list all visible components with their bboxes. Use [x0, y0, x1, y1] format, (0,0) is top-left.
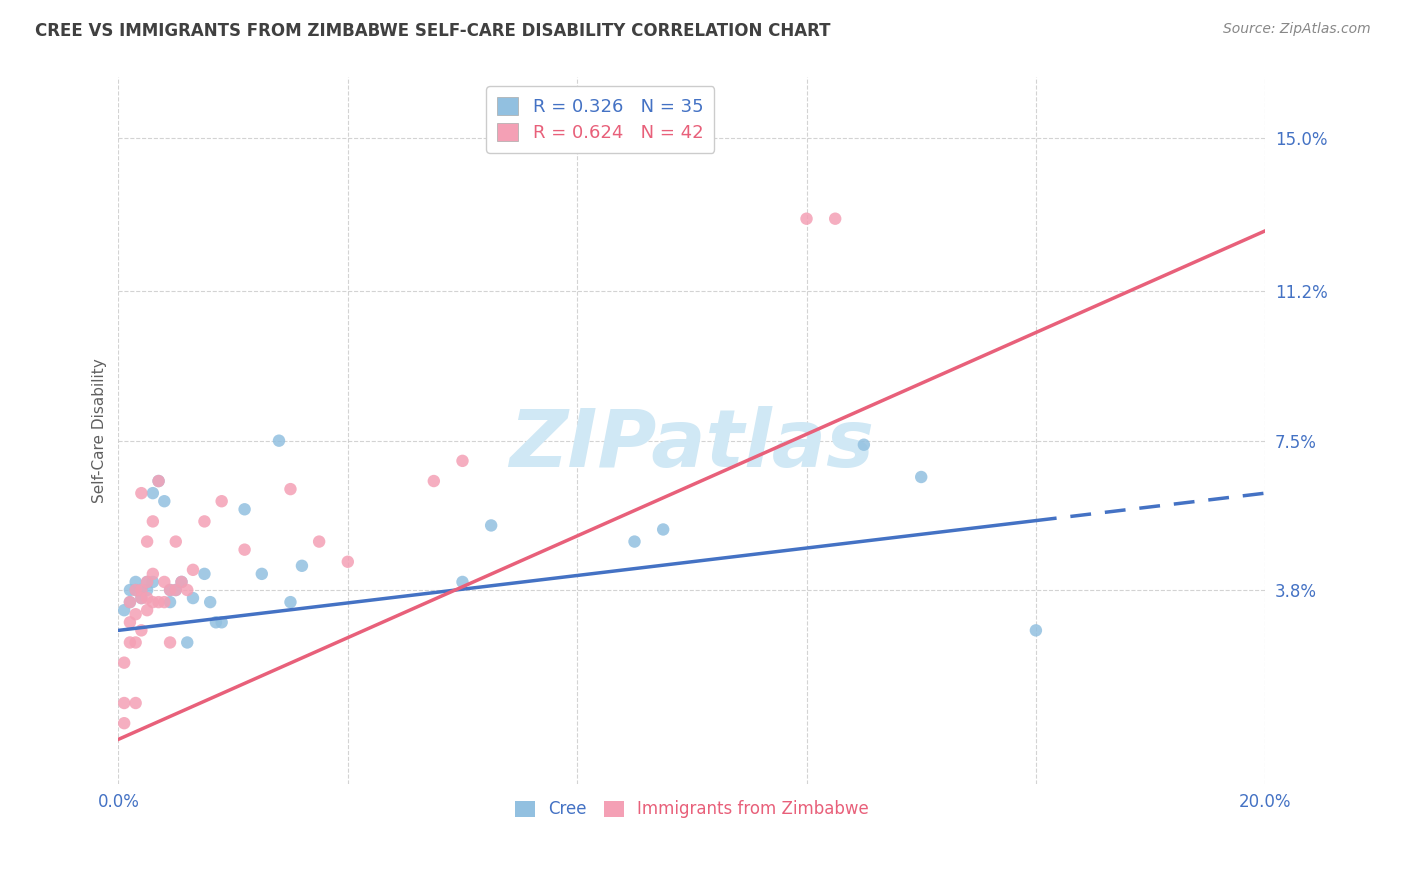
Point: [131, 624, 153, 638]
Point: [852, 438, 875, 452]
Text: ZIPatlas: ZIPatlas: [509, 406, 875, 483]
Point: [142, 595, 165, 609]
Point: [142, 515, 165, 529]
Point: [423, 474, 446, 488]
Point: [623, 534, 645, 549]
Point: [233, 542, 256, 557]
Point: [159, 582, 181, 597]
Point: [211, 615, 233, 630]
Point: [193, 515, 215, 529]
Point: [451, 574, 474, 589]
Point: [136, 591, 159, 605]
Point: [136, 534, 159, 549]
Point: [136, 603, 159, 617]
Point: [118, 635, 141, 649]
Legend: Cree, Immigrants from Zimbabwe: Cree, Immigrants from Zimbabwe: [509, 794, 876, 825]
Point: [170, 574, 193, 589]
Point: [170, 574, 193, 589]
Point: [148, 474, 170, 488]
Point: [250, 566, 273, 581]
Point: [479, 518, 502, 533]
Point: [118, 582, 141, 597]
Point: [280, 482, 302, 496]
Text: CREE VS IMMIGRANTS FROM ZIMBABWE SELF-CARE DISABILITY CORRELATION CHART: CREE VS IMMIGRANTS FROM ZIMBABWE SELF-CA…: [35, 22, 831, 40]
Point: [267, 434, 290, 448]
Point: [159, 635, 181, 649]
Point: [165, 582, 187, 597]
Point: [148, 474, 170, 488]
Point: [118, 595, 141, 609]
Point: [124, 635, 146, 649]
Point: [165, 582, 187, 597]
Point: [159, 582, 181, 597]
Point: [131, 591, 153, 605]
Point: [824, 211, 846, 226]
Point: [142, 574, 165, 589]
Point: [131, 582, 153, 597]
Point: [112, 716, 135, 731]
Point: [308, 534, 330, 549]
Point: [193, 566, 215, 581]
Point: [176, 582, 198, 597]
Y-axis label: Self-Care Disability: Self-Care Disability: [93, 359, 107, 503]
Point: [148, 595, 170, 609]
Point: [112, 656, 135, 670]
Point: [112, 696, 135, 710]
Point: [451, 454, 474, 468]
Point: [291, 558, 314, 573]
Point: [198, 595, 221, 609]
Point: [142, 566, 165, 581]
Point: [181, 591, 204, 605]
Point: [211, 494, 233, 508]
Point: [124, 574, 146, 589]
Point: [280, 595, 302, 609]
Point: [796, 211, 818, 226]
Point: [118, 595, 141, 609]
Point: [652, 523, 675, 537]
Point: [910, 470, 932, 484]
Point: [205, 615, 228, 630]
Point: [131, 582, 153, 597]
Point: [112, 603, 135, 617]
Point: [131, 591, 153, 605]
Point: [131, 486, 153, 500]
Point: [142, 486, 165, 500]
Point: [153, 574, 176, 589]
Point: [176, 635, 198, 649]
Point: [181, 563, 204, 577]
Point: [124, 607, 146, 622]
Point: [233, 502, 256, 516]
Point: [118, 615, 141, 630]
Point: [165, 534, 187, 549]
Point: [153, 494, 176, 508]
Point: [136, 582, 159, 597]
Point: [124, 582, 146, 597]
Point: [159, 595, 181, 609]
Text: Source: ZipAtlas.com: Source: ZipAtlas.com: [1223, 22, 1371, 37]
Point: [136, 574, 159, 589]
Point: [124, 696, 146, 710]
Point: [1025, 624, 1047, 638]
Point: [153, 595, 176, 609]
Point: [136, 574, 159, 589]
Point: [124, 582, 146, 597]
Point: [336, 555, 359, 569]
